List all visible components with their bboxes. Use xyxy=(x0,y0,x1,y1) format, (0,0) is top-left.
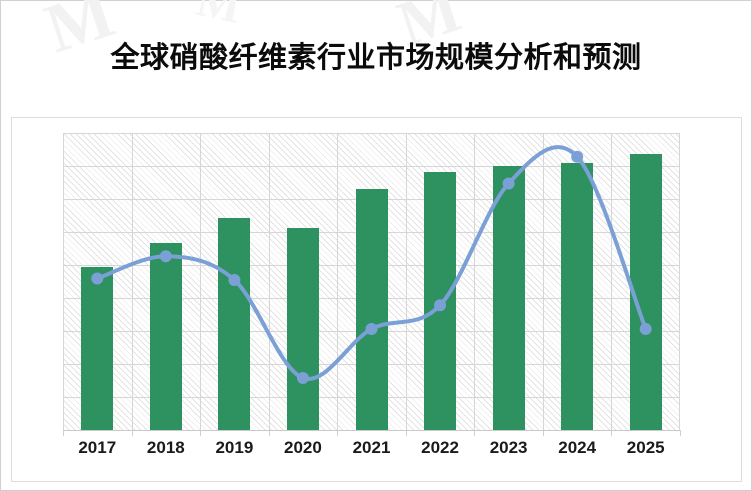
gridline-v xyxy=(474,133,476,430)
x-axis-tick xyxy=(680,430,681,436)
line-marker-2023 xyxy=(502,177,515,190)
line-marker-2024 xyxy=(571,150,584,163)
chart-plot-container: 2017 2018 2019 2020 2021 2022 2023 2024 2025 xyxy=(12,118,743,483)
x-label-2021: 2021 xyxy=(352,438,391,457)
watermark-logo-mid: M xyxy=(192,0,246,33)
gridline-v xyxy=(63,133,64,430)
x-label-2018: 2018 xyxy=(146,438,185,457)
gridline-v xyxy=(611,133,613,430)
x-axis-tick xyxy=(611,430,613,436)
bar-2019 xyxy=(218,217,251,430)
line-marker-2019 xyxy=(228,274,241,287)
x-label-2022: 2022 xyxy=(421,438,459,457)
gridline-v xyxy=(268,133,270,430)
gridline-v xyxy=(131,133,133,430)
x-label-2024: 2024 xyxy=(558,438,597,457)
bar-2020 xyxy=(286,228,319,430)
x-axis-tick xyxy=(474,430,476,436)
x-axis-tick xyxy=(405,430,407,436)
bar-2017 xyxy=(81,266,114,430)
line-markers xyxy=(91,150,652,385)
x-axis-tick xyxy=(200,430,202,436)
bar-2023 xyxy=(492,165,525,430)
gridline-h xyxy=(63,166,680,167)
gridline-v xyxy=(337,133,339,430)
x-axis-tick xyxy=(337,430,339,436)
line-series xyxy=(91,145,652,385)
x-axis-tick xyxy=(268,430,270,436)
x-axis-tick xyxy=(542,430,544,436)
line-marker-2021 xyxy=(365,323,378,336)
line-marker-2018 xyxy=(159,250,172,263)
bar-2025 xyxy=(629,153,662,430)
gridline-h xyxy=(63,133,680,134)
line-marker-2022 xyxy=(434,299,447,312)
line-marker-2020 xyxy=(296,372,309,385)
x-axis-tick xyxy=(131,430,133,436)
x-label-2025: 2025 xyxy=(626,438,665,457)
gridline-v xyxy=(542,133,544,430)
x-axis-line xyxy=(63,430,681,431)
x-label-2023: 2023 xyxy=(489,438,528,457)
line-path xyxy=(95,145,648,381)
bar-2024 xyxy=(561,162,594,430)
bar-2018 xyxy=(149,242,182,430)
x-axis-tick xyxy=(63,430,64,436)
chart-card: 2017 2018 2019 2020 2021 2022 2023 2024 2025 xyxy=(11,117,742,482)
gridline-v xyxy=(679,133,680,430)
bar-2021 xyxy=(355,189,388,430)
gridline-v xyxy=(200,133,202,430)
x-label-2019: 2019 xyxy=(215,438,254,457)
gridline-v xyxy=(405,133,407,430)
chart-title: 全球硝酸纤维素行业市场规模分析和预测 xyxy=(110,42,642,74)
x-label-2020: 2020 xyxy=(284,438,322,457)
line-marker-2017 xyxy=(91,272,104,285)
x-label-2017: 2017 xyxy=(78,438,117,457)
line-marker-2025 xyxy=(639,323,652,336)
